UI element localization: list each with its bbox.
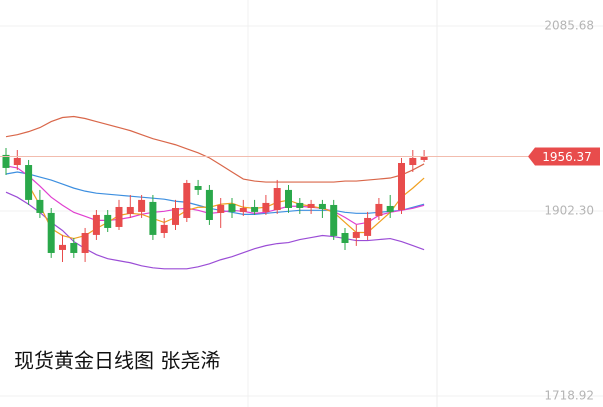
y-tick-label: 2085.68: [544, 19, 594, 33]
candle-body: [386, 205, 394, 212]
price-tag: [528, 147, 600, 166]
candle-body: [81, 233, 89, 253]
candle-body: [172, 207, 179, 225]
candle-body: [149, 201, 157, 235]
indicator-line: [5, 191, 425, 270]
candle-body: [341, 233, 349, 243]
candle-body: [25, 165, 33, 200]
indicator-line: [5, 171, 425, 215]
candle-body: [13, 157, 21, 166]
candle-body: [138, 199, 146, 212]
candle-body: [285, 189, 292, 208]
candle-body: [47, 212, 55, 253]
candle-body: [115, 206, 123, 227]
candle-body: [352, 231, 360, 238]
candle-body: [92, 214, 100, 235]
price-tag-label: 1956.37: [542, 150, 592, 164]
indicator-line: [5, 165, 425, 226]
overlay: 1956.37: [0, 147, 600, 166]
candle-body: [59, 244, 66, 250]
candle-body: [364, 217, 372, 236]
grid: 2085.68 1902.30 1718.92: [0, 19, 603, 402]
candle-body: [36, 199, 44, 213]
candle-body: [330, 204, 338, 236]
candle-body: [398, 163, 405, 211]
candle-body: [420, 156, 428, 160]
candle-body: [228, 203, 236, 212]
indicator-lines: [5, 115, 425, 270]
y-tick-label: 1902.30: [544, 204, 594, 218]
candle-body: [296, 202, 304, 208]
candle-body: [183, 182, 191, 218]
candle-body: [104, 214, 112, 228]
candle-body: [217, 204, 225, 213]
candle-body: [70, 242, 78, 253]
indicator-line: [5, 115, 425, 183]
candles: [2, 147, 428, 262]
chart-title: 现货黄金日线图 张尧浠: [14, 349, 220, 373]
candle-body: [2, 154, 10, 168]
candle-body: [194, 185, 202, 190]
candle-body: [239, 207, 247, 212]
candle-body: [126, 206, 134, 214]
candle-body: [409, 157, 417, 166]
candle-body: [307, 203, 315, 208]
candle-body: [160, 224, 168, 234]
candle-body: [273, 188, 281, 211]
candle-body: [375, 203, 383, 216]
y-tick-label: 1718.92: [544, 388, 594, 402]
candle-body: [205, 189, 213, 220]
candle-body: [262, 202, 270, 212]
candle-body: [251, 206, 259, 212]
candle-body: [318, 203, 326, 209]
